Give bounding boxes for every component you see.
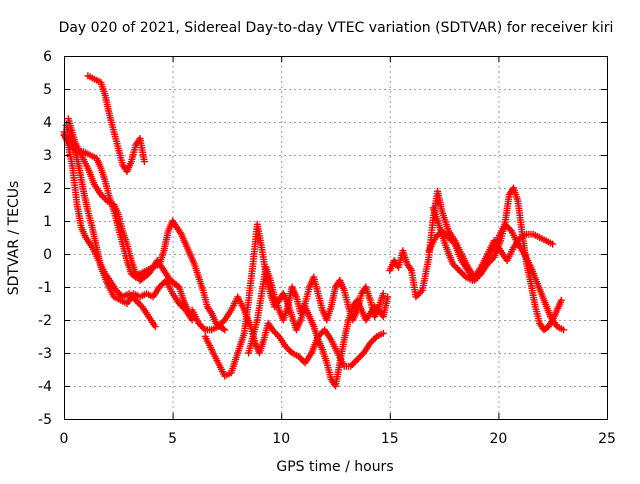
x-tick-label: 15 [381, 431, 399, 447]
data-point [379, 290, 387, 298]
x-tick-label: 0 [60, 431, 69, 447]
data-point [557, 296, 565, 304]
y-tick-label: 6 [43, 49, 52, 65]
data-point [219, 325, 227, 333]
axis-ticks: 0 5 10 15 20 25 -5 -4 -3 -2 -1 0 1 2 3 4 5 6 [38, 49, 616, 447]
data-point [384, 293, 392, 301]
y-tick-label: -3 [38, 346, 52, 362]
y-tick-label: -2 [38, 313, 52, 329]
x-tick-label: 25 [598, 431, 616, 447]
y-tick-label: 0 [43, 247, 52, 263]
x-tick-label: 20 [489, 431, 507, 447]
y-axis-label: SDTVAR / TECUs [6, 181, 22, 296]
y-tick-label: 1 [43, 214, 52, 230]
x-tick-label: 5 [168, 431, 177, 447]
plot-frame [64, 56, 608, 420]
y-tick-label: -5 [38, 412, 52, 428]
y-tick-label: 3 [43, 148, 52, 164]
data-point [560, 326, 568, 334]
data-marks [60, 72, 568, 390]
data-point [151, 323, 159, 331]
y-tick-label: 2 [43, 181, 52, 197]
data-point [140, 158, 148, 166]
x-tick-label: 10 [272, 431, 290, 447]
series-track-11 [429, 204, 568, 334]
series-track-8 [245, 263, 387, 357]
y-tick-label: -1 [38, 280, 52, 296]
data-point [549, 240, 557, 248]
chart-title: Day 020 of 2021, Sidereal Day-to-day VTE… [59, 20, 614, 36]
y-tick-label: -4 [38, 379, 52, 395]
data-point [379, 329, 387, 337]
y-tick-label: 5 [43, 82, 52, 98]
y-tick-label: 4 [43, 115, 52, 131]
series-track-5 [84, 72, 148, 175]
series-track-4 [64, 115, 196, 321]
data-point [221, 326, 229, 334]
x-axis-label: GPS time / hours [276, 459, 393, 475]
